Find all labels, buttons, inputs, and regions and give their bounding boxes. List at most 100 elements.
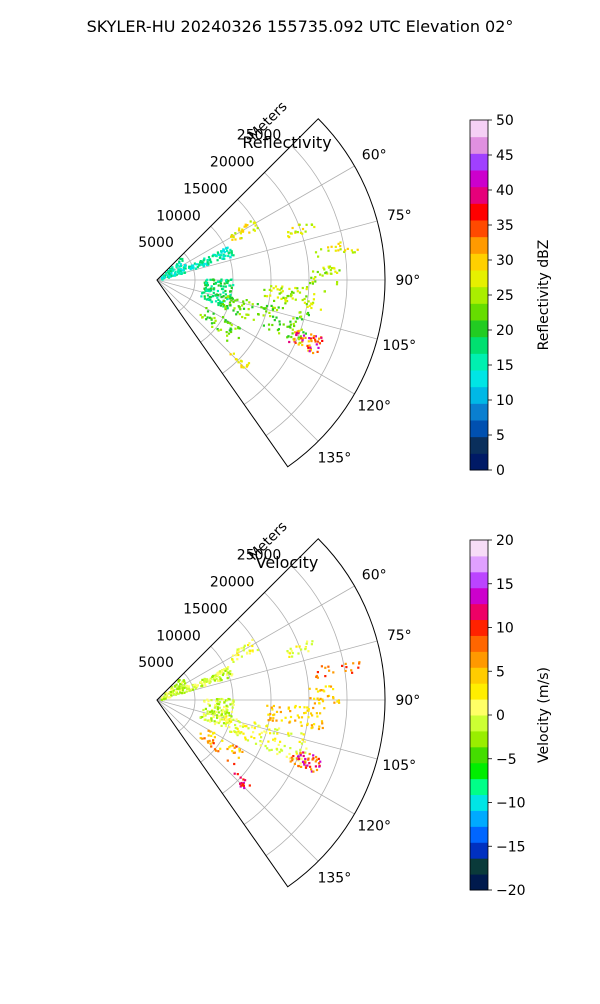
radar-gate: [306, 305, 309, 308]
radar-gate: [312, 301, 315, 304]
radar-gate: [221, 739, 224, 742]
radar-gate: [169, 692, 172, 695]
radar-gate: [287, 732, 290, 735]
radar-gate: [196, 266, 199, 269]
radar-gate: [203, 291, 206, 294]
radar-gate: [203, 715, 206, 718]
radar-gate: [242, 649, 245, 652]
radar-gate: [192, 266, 195, 269]
radar-gate: [238, 306, 241, 309]
radar-gate: [251, 306, 254, 309]
radar-gate: [229, 730, 232, 733]
radar-gate: [314, 280, 317, 283]
radar-gate: [246, 364, 249, 367]
radar-gate: [307, 340, 310, 343]
radar-gate: [301, 760, 305, 764]
radar-gate: [230, 296, 233, 299]
radar-gate: [276, 288, 279, 291]
colorbar-swatch: [470, 540, 488, 557]
radar-gate: [234, 327, 237, 330]
radar-gate: [216, 296, 219, 299]
radar-gate: [344, 662, 347, 665]
radar-gate: [307, 300, 310, 303]
radar-gate: [287, 651, 290, 654]
colorbar-swatch: [470, 370, 488, 388]
radar-gate: [181, 257, 184, 261]
radar-gate: [237, 756, 240, 759]
radar-gate: [208, 712, 211, 715]
radar-gate: [226, 246, 229, 249]
radar-gate: [167, 270, 170, 273]
radar-gate: [306, 640, 309, 643]
radar-gate: [273, 306, 276, 309]
radar-gate: [307, 709, 310, 712]
radar-gate: [272, 306, 275, 309]
colorbar-tick-label: 15: [496, 358, 514, 374]
radar-gate: [297, 332, 300, 335]
radar-gate: [208, 288, 211, 291]
radar-gate: [296, 290, 299, 293]
radar-gate: [339, 241, 342, 244]
radar-gate: [169, 696, 172, 699]
radar-gate: [224, 712, 227, 715]
radar-gate: [297, 759, 300, 762]
radar-gate: [216, 259, 219, 262]
radar-gate: [224, 724, 227, 728]
radar-gate: [307, 346, 310, 349]
colorbar-tick-label: 40: [496, 183, 514, 199]
radar-gate: [216, 251, 219, 254]
radar-gate: [307, 716, 310, 719]
radar-gate: [292, 755, 295, 758]
radar-gate: [207, 289, 210, 292]
radar-gate: [212, 678, 215, 681]
radar-gate: [203, 679, 206, 682]
radar-gate: [265, 725, 268, 728]
radar-gate: [183, 271, 186, 274]
radar-gate: [227, 254, 230, 258]
radar-gate: [248, 231, 251, 234]
radar-gate: [232, 300, 235, 304]
radar-gate: [253, 229, 256, 232]
radar-gate: [316, 350, 319, 353]
radar-gate: [328, 669, 331, 672]
radar-gate: [203, 700, 206, 703]
radar-gate: [170, 686, 173, 689]
radar-gate: [328, 685, 331, 688]
radar-gate: [281, 307, 284, 310]
radar-gate: [294, 298, 297, 301]
radar-gate: [321, 726, 324, 730]
radar-gate: [307, 650, 310, 653]
radar-gate: [312, 754, 315, 757]
radar-gate: [294, 704, 297, 708]
radar-gate: [258, 733, 261, 736]
radar-gate: [213, 321, 216, 324]
radar-gate: [172, 691, 175, 694]
radar-gate: [284, 716, 287, 719]
colorbar-swatch: [470, 555, 488, 573]
radar-gate: [206, 712, 209, 715]
radar-gate: [206, 698, 209, 701]
colorbar-swatch: [470, 635, 488, 652]
radar-gate: [236, 727, 239, 731]
radar-gate: [205, 288, 208, 291]
colorbar-swatch: [470, 303, 488, 321]
radar-gate: [304, 757, 307, 761]
radar-gate: [266, 295, 269, 298]
radar-gate: [341, 664, 344, 667]
radar-gate: [181, 689, 184, 692]
radar-gate: [320, 336, 323, 339]
radar-gate: [229, 322, 232, 325]
radar-gate: [207, 729, 210, 732]
radar-gate: [272, 717, 275, 720]
radar-gate: [317, 698, 320, 702]
radar-gate: [180, 272, 183, 275]
radar-gate: [206, 260, 209, 263]
radar-gate: [210, 317, 213, 320]
radar-gate: [208, 295, 211, 299]
radar-gate: [218, 670, 221, 673]
radar-gate: [311, 640, 314, 643]
radar-gate: [282, 296, 285, 299]
colorbar-tick-label: 35: [496, 218, 514, 234]
radar-gate: [316, 270, 319, 274]
radar-gate: [270, 285, 273, 288]
